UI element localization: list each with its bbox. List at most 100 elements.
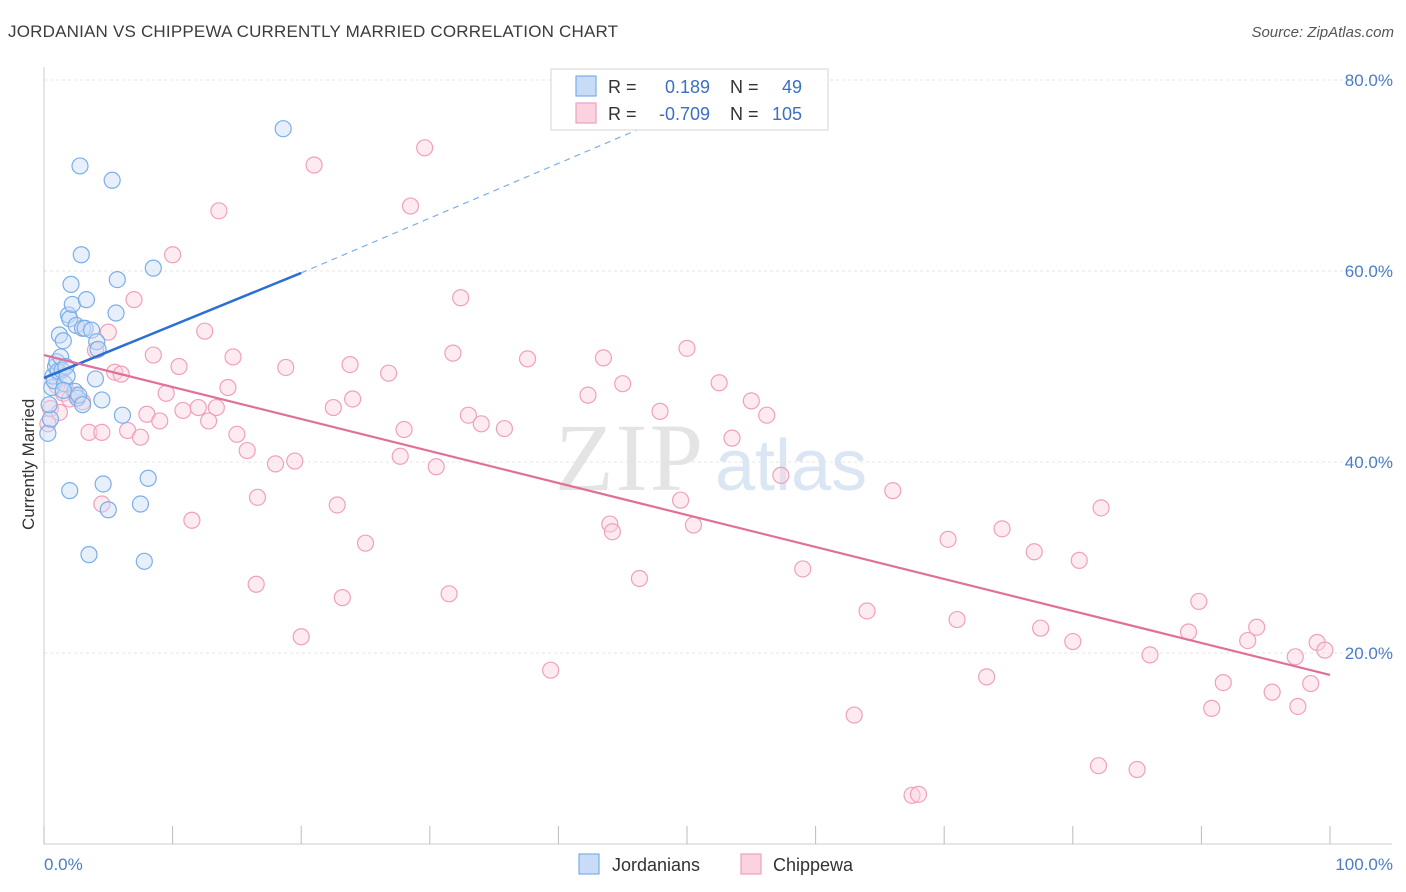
jordanians-point-1	[41, 410, 60, 428]
jordanians-point-41	[131, 495, 150, 513]
legend-r-value-2: -0.709	[659, 104, 710, 124]
chippewa-point-89	[1064, 632, 1082, 651]
chippewa-point-93	[1128, 760, 1146, 779]
chippewa-point-44	[333, 589, 351, 607]
legend-r-label-1: R =	[608, 77, 637, 97]
chart-source: Source: ZipAtlas.com	[1251, 24, 1394, 41]
jordanians-point-23	[70, 386, 88, 404]
chippewa-point-35	[247, 575, 265, 593]
chippewa-point-65	[603, 523, 622, 541]
chippewa-point-98	[1214, 674, 1232, 692]
chippewa-point-96	[1190, 592, 1208, 611]
chippewa-point-74	[742, 392, 760, 410]
chippewa-point-77	[794, 560, 812, 578]
jordanians-point-16	[61, 310, 79, 328]
chippewa-point-29	[207, 398, 225, 417]
jordanians-point-48	[73, 396, 92, 414]
legend-n-label-2: N =	[730, 104, 759, 124]
y-tick-label-80: 80.0%	[1345, 71, 1393, 90]
chippewa-point-39	[286, 452, 304, 470]
chippewa-point-87	[1025, 543, 1043, 561]
chippewa-point-68	[651, 402, 669, 420]
chippewa-point-16	[125, 291, 143, 309]
jordanians-point-29	[80, 546, 98, 564]
jordanians-point-40	[113, 406, 132, 424]
chippewa-point-63	[594, 349, 613, 367]
chippewa-point-100	[1248, 618, 1266, 636]
chippewa-point-28	[200, 412, 218, 430]
chippewa-point-37	[266, 455, 285, 473]
chippewa-point-25	[183, 511, 201, 529]
chippewa-point-53	[427, 458, 445, 476]
chippewa-point-97	[1203, 699, 1221, 717]
chippewa-point-36	[248, 488, 267, 506]
x-tick-label-min: 0.0%	[44, 855, 83, 874]
chippewa-point-45	[341, 355, 359, 374]
chippewa-point-23	[170, 357, 188, 376]
chippewa-point-102	[1286, 648, 1304, 666]
chippewa-point-24	[174, 401, 192, 420]
chippewa-point-56	[452, 289, 470, 307]
chippewa-point-82	[909, 785, 928, 803]
jordanians-point-38	[107, 304, 125, 322]
bottom-legend-label-chippewa: Chippewa	[773, 855, 854, 875]
legend-r-value-1: 0.189	[665, 77, 710, 97]
jordanians-point-18	[62, 275, 80, 293]
chippewa-point-88	[1032, 619, 1050, 637]
chippewa-point-40	[292, 628, 310, 646]
chippewa-point-92	[1089, 757, 1108, 775]
chippewa-point-81	[903, 786, 921, 804]
axes	[43, 67, 1392, 845]
gridlines	[44, 79, 1392, 654]
jordanians-point-44	[144, 259, 162, 277]
chippewa-point-22	[164, 246, 182, 264]
chippewa-point-43	[328, 496, 346, 514]
jordanians-point-28	[77, 291, 96, 309]
chippewa-point-75	[758, 406, 776, 424]
jordanians-trend-line	[43, 271, 302, 380]
bottom-legend-swatch-chippewa	[740, 853, 762, 875]
legend-swatch-chippewa	[575, 102, 597, 124]
watermark-zip: ZIP	[555, 404, 705, 511]
jordanians-point-25	[72, 246, 90, 264]
chippewa-trend-line	[43, 353, 1331, 677]
chippewa-point-8	[80, 423, 98, 441]
chippewa-point-55	[444, 344, 462, 362]
chippewa-point-12	[99, 323, 117, 341]
chippewa-point-31	[219, 378, 237, 397]
bottom-legend-swatch-jordanians	[578, 853, 600, 875]
jordanians-point-47	[54, 381, 72, 399]
chippewa-point-60	[518, 350, 537, 368]
x-tick-label-max: 100.0%	[1335, 855, 1393, 874]
legend-box-frame	[550, 68, 829, 131]
chippewa-point-91	[1092, 499, 1110, 517]
jordanians-point-31	[86, 370, 105, 388]
chippewa-point-62	[579, 386, 597, 404]
chippewa-point-83	[939, 530, 957, 548]
chippewa-point-27	[196, 322, 214, 340]
jordanians-point-43	[139, 469, 157, 487]
jordanians-point-36	[99, 501, 117, 519]
chippewa-point-103	[1289, 697, 1307, 716]
jordanians-point-0	[39, 424, 57, 442]
jordanians-point-46	[40, 396, 58, 414]
chippewa-point-11	[93, 495, 111, 513]
chippewa-point-71	[684, 516, 703, 534]
jordanians-point-11	[54, 332, 72, 350]
chippewa-point-99	[1239, 631, 1257, 650]
chippewa-point-41	[305, 156, 323, 174]
jordanians-point-42	[135, 552, 153, 570]
chippewa-points	[39, 139, 1334, 804]
chippewa-point-69	[671, 491, 690, 509]
legend-swatch-jordanians	[575, 75, 597, 97]
jordanians-point-37	[103, 171, 121, 189]
chippewa-point-85	[978, 668, 996, 686]
chippewa-point-76	[772, 466, 790, 484]
chippewa-point-38	[277, 358, 295, 377]
chippewa-point-90	[1070, 551, 1088, 569]
chippewa-point-59	[495, 419, 513, 438]
chippewa-point-49	[391, 447, 409, 465]
chippewa-point-104	[1302, 674, 1320, 693]
chippewa-point-78	[845, 706, 863, 724]
